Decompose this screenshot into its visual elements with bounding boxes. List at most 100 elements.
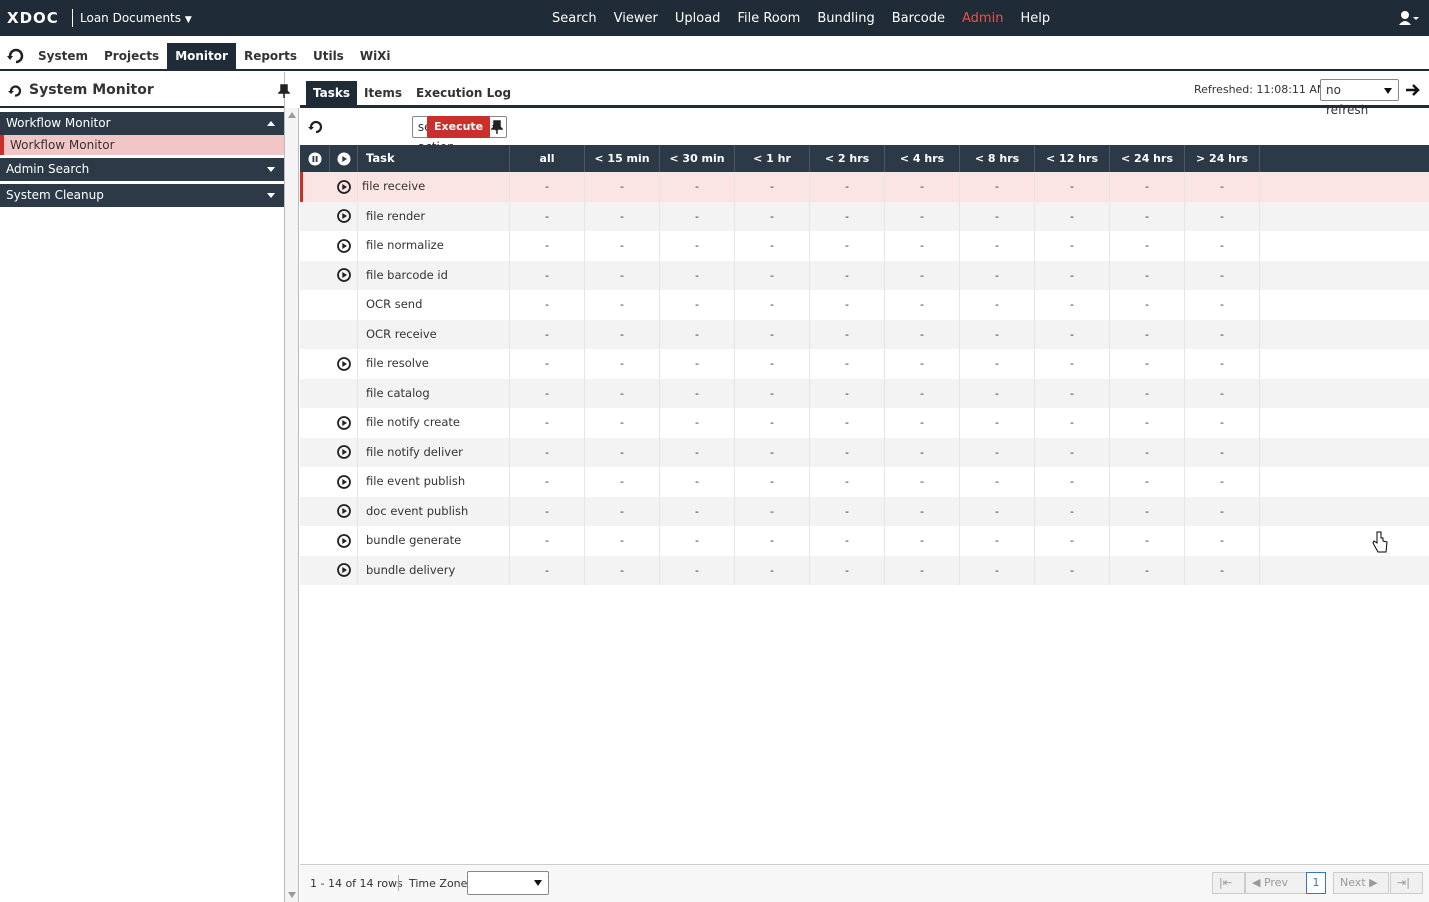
column-header[interactable]: > 24 hrs — [1185, 145, 1260, 172]
page-number[interactable]: 1 — [1306, 872, 1326, 894]
prev-page[interactable]: ◀ Prev — [1245, 872, 1308, 894]
refresh-select[interactable]: no refresh — [1320, 79, 1399, 117]
nav-link[interactable]: Barcode — [891, 10, 946, 26]
nav-link[interactable]: Bundling — [817, 10, 875, 26]
play-all[interactable] — [330, 145, 358, 172]
pin-icon[interactable] — [278, 84, 290, 98]
pause-icon[interactable] — [308, 152, 322, 166]
section-header[interactable]: Admin Search — [0, 158, 284, 181]
play-icon[interactable] — [336, 533, 351, 548]
count-cell: - — [735, 319, 810, 349]
subnav-tab[interactable]: Utils — [312, 49, 344, 63]
count-cell: - — [1185, 496, 1260, 526]
task-row[interactable]: file notify deliver - - - - - - - - - - — [300, 437, 1429, 467]
column-header[interactable]: < 8 hrs — [960, 145, 1035, 172]
count-cell: - — [585, 319, 660, 349]
section-header[interactable]: Workflow Monitor — [0, 112, 284, 135]
play-icon[interactable] — [336, 563, 351, 578]
task-row[interactable]: OCR receive - - - - - - - - - - — [300, 319, 1429, 349]
count-cell: - — [960, 172, 1035, 202]
play-icon[interactable] — [336, 238, 351, 253]
task-row[interactable]: file normalize - - - - - - - - - - — [300, 231, 1429, 261]
task-row[interactable]: file event publish - - - - - - - - - - — [300, 467, 1429, 497]
count-cell: - — [1035, 231, 1110, 261]
count-cell: - — [660, 496, 735, 526]
subnav-tab[interactable]: System — [38, 49, 88, 63]
subnav-tab[interactable]: WiXi — [359, 49, 391, 63]
task-row[interactable]: bundle delivery - - - - - - - - - - — [300, 555, 1429, 585]
section-item[interactable]: Workflow Monitor — [0, 135, 284, 155]
refresh-icon[interactable] — [0, 43, 30, 69]
tab[interactable]: Tasks — [306, 81, 358, 105]
subnav-tab[interactable]: Monitor — [167, 43, 236, 69]
timezone-select[interactable] — [467, 871, 549, 895]
play-icon[interactable] — [336, 504, 351, 519]
nav-link[interactable]: Admin — [962, 10, 1004, 26]
play-icon[interactable] — [336, 415, 351, 430]
column-header[interactable]: < 24 hrs — [1110, 145, 1185, 172]
task-row[interactable]: file catalog - - - - - - - - - - — [300, 378, 1429, 408]
brand[interactable]: XDOC — [7, 9, 59, 27]
count-cell: - — [1035, 526, 1110, 556]
column-header[interactable]: < 30 min — [660, 145, 735, 172]
timezone-label: Time Zone — [409, 877, 468, 890]
execute-button[interactable]: Execute — [427, 116, 491, 138]
play-icon[interactable] — [336, 179, 351, 194]
user-menu[interactable] — [1398, 10, 1422, 26]
count-cell: - — [960, 349, 1035, 379]
next-page[interactable]: Next ▶ — [1333, 872, 1389, 894]
task-name: file notify deliver — [358, 437, 510, 467]
column-header[interactable]: Task — [358, 145, 510, 172]
task-row[interactable]: file barcode id - - - - - - - - - - — [300, 260, 1429, 290]
tab[interactable]: Execution Log — [416, 86, 512, 100]
task-row[interactable]: doc event publish - - - - - - - - - - — [300, 496, 1429, 526]
scrollbar[interactable] — [285, 108, 299, 902]
subnav-tab[interactable]: Projects — [104, 49, 160, 63]
count-cell: - — [810, 349, 885, 379]
nav-link[interactable]: Help — [1020, 10, 1051, 26]
pin-icon[interactable] — [491, 120, 503, 134]
count-cell: - — [510, 172, 585, 202]
column-header[interactable]: < 15 min — [585, 145, 660, 172]
task-row[interactable]: file resolve - - - - - - - - - - — [300, 349, 1429, 379]
nav-link[interactable]: Viewer — [613, 10, 658, 26]
count-cell: - — [1110, 290, 1185, 320]
column-header[interactable]: < 2 hrs — [810, 145, 885, 172]
pause-all[interactable] — [300, 145, 330, 172]
column-header[interactable]: < 12 hrs — [1035, 145, 1110, 172]
column-header[interactable]: < 4 hrs — [885, 145, 960, 172]
column-header[interactable]: all — [510, 145, 585, 172]
last-page[interactable]: ⇥| — [1390, 872, 1423, 894]
play-icon[interactable] — [336, 356, 351, 371]
nav-link[interactable]: File Room — [737, 10, 801, 26]
task-row[interactable]: OCR send - - - - - - - - - - — [300, 290, 1429, 320]
task-row[interactable]: bundle generate - - - - - - - - - - — [300, 526, 1429, 556]
play-icon[interactable] — [336, 268, 351, 283]
count-cell: - — [885, 172, 960, 202]
play-cell — [330, 231, 358, 261]
nav-link[interactable]: Search — [552, 10, 597, 26]
play-icon[interactable] — [336, 209, 351, 224]
count-cell: - — [735, 555, 810, 585]
subnav-tab[interactable]: Reports — [243, 49, 297, 63]
count-cell: - — [1035, 319, 1110, 349]
column-header[interactable]: < 1 hr — [735, 145, 810, 172]
refresh-icon[interactable] — [308, 119, 324, 135]
refresh-icon[interactable] — [8, 84, 22, 98]
first-page[interactable]: |⇤ — [1212, 872, 1245, 894]
task-row[interactable]: file notify create - - - - - - - - - - — [300, 408, 1429, 438]
task-row[interactable]: file receive - - - - - - - - - - — [300, 172, 1429, 202]
play-icon[interactable] — [337, 152, 351, 166]
section-header[interactable]: System Cleanup — [0, 184, 284, 207]
tab[interactable]: Items — [364, 86, 403, 100]
count-cell: - — [960, 526, 1035, 556]
count-cell: - — [585, 201, 660, 231]
count-cell: - — [510, 526, 585, 556]
go-arrow[interactable] — [1405, 83, 1421, 97]
project-menu[interactable]: Loan Documents ▼ — [72, 9, 192, 27]
play-icon[interactable] — [336, 445, 351, 460]
nav-link[interactable]: Upload — [674, 10, 721, 26]
task-row[interactable]: file render - - - - - - - - - - — [300, 201, 1429, 231]
count-cell: - — [1185, 408, 1260, 438]
play-icon[interactable] — [336, 474, 351, 489]
